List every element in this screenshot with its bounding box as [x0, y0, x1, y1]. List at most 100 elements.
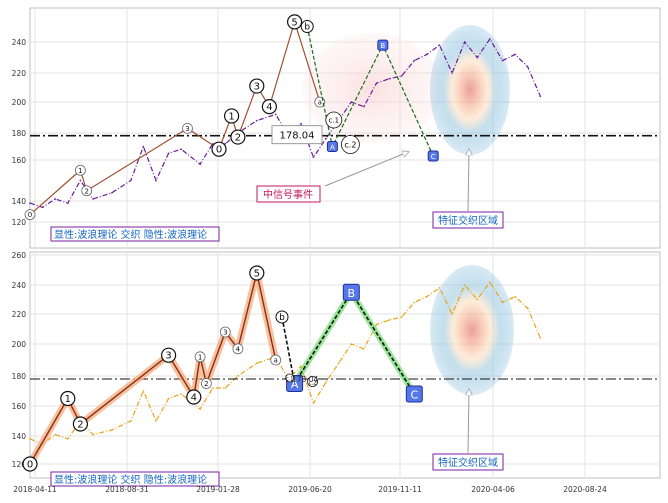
price-point	[155, 179, 157, 182]
price-point	[539, 95, 542, 97]
price-point	[539, 337, 542, 339]
projection-box-label: C	[431, 153, 436, 161]
wave-c1-label: c.1	[286, 377, 294, 383]
y-tick-label: 200	[12, 340, 27, 349]
price-point	[211, 387, 214, 389]
wave-point-label: 2	[84, 187, 88, 195]
projection-box-label: B	[348, 287, 356, 300]
zone-label-box	[432, 211, 504, 229]
price-point	[514, 295, 516, 298]
price-point	[363, 105, 365, 108]
wave-b-label: b	[304, 23, 310, 33]
price-point	[375, 82, 378, 84]
price-point	[438, 287, 441, 289]
wave-c2-label: c.2	[309, 381, 317, 387]
price-point	[224, 143, 227, 145]
price-point	[388, 78, 390, 80]
wave-point-label: 5	[291, 17, 297, 28]
y-tick-label: 160	[12, 156, 27, 165]
price-point	[155, 420, 157, 422]
projection-box-label: A	[291, 378, 299, 391]
wave-point-label: 1	[78, 167, 82, 175]
wave-point-label: 2	[204, 380, 208, 388]
wave-point-marker	[161, 347, 177, 363]
y-tick-label: 180	[12, 129, 27, 138]
signal-label-box	[256, 185, 321, 203]
zone-label: 特征交织区域	[438, 214, 498, 227]
price-point	[92, 433, 94, 436]
projection-box-label: B	[380, 42, 385, 50]
price-point	[142, 390, 145, 392]
wave-point-marker	[287, 14, 303, 30]
price-point	[41, 206, 44, 209]
wave-point-label: a	[318, 99, 322, 107]
price-point	[274, 113, 277, 116]
price-point	[350, 343, 353, 345]
wave-point-marker	[182, 122, 193, 134]
legend-text: 显性:波浪理论 交织 隐性:波浪理论	[54, 473, 207, 486]
price-point	[375, 323, 378, 326]
wave-point-label: 1	[198, 353, 202, 361]
projection-box-marker	[427, 150, 439, 162]
price-point	[463, 284, 466, 286]
wave-point-marker	[194, 351, 206, 363]
price-point	[363, 348, 365, 350]
price-point	[501, 59, 504, 62]
price-point	[167, 397, 170, 400]
wave-point-marker	[230, 129, 246, 145]
projection-box-marker	[326, 141, 338, 152]
x-tick-label: 2020-04-06	[471, 485, 515, 494]
price-point	[489, 38, 491, 40]
wave-point-label: 3	[254, 82, 260, 93]
wave-point-marker	[22, 456, 38, 472]
legend-box	[50, 226, 220, 242]
wave-b-label: b	[279, 313, 285, 323]
wave-c1-marker	[325, 111, 343, 129]
price-point	[526, 66, 529, 68]
wave-point-label: 2	[235, 133, 241, 144]
projection-box-label: C	[410, 389, 418, 402]
x-tick-label: 2018-08-31	[105, 485, 149, 494]
wave-c2-marker	[307, 376, 319, 387]
price-point	[54, 198, 56, 200]
price-point	[413, 301, 416, 304]
wave-point-label: 4	[266, 102, 272, 113]
wave-point-marker	[60, 390, 76, 407]
feature-zone-ellipse	[430, 265, 514, 395]
price-point	[426, 53, 428, 56]
wave-point-marker	[75, 164, 86, 176]
wave-point-marker	[24, 209, 36, 221]
price-point	[199, 408, 201, 410]
projection-box-marker	[377, 39, 389, 51]
wave-point-marker	[249, 78, 265, 94]
price-point	[426, 295, 428, 298]
wave-point-label: 1	[228, 111, 234, 122]
price-point	[111, 192, 113, 194]
wave-b-marker	[300, 20, 314, 33]
price-point	[180, 393, 182, 395]
wave-b-marker	[275, 310, 289, 324]
price-series-line	[29, 37, 541, 208]
wave-point-label: 3	[165, 351, 171, 362]
price-point	[111, 429, 113, 431]
signal-event-label: 中信号事件	[263, 188, 313, 201]
price-point	[237, 375, 239, 377]
price-point	[255, 362, 258, 365]
price-point	[300, 365, 302, 368]
price-point	[463, 41, 466, 43]
price-point	[400, 316, 403, 318]
y-tick-label: 180	[12, 372, 27, 381]
x-tick-label: 2019-11-11	[378, 485, 422, 494]
wave-point-marker	[200, 378, 212, 389]
y-tick-label: 160	[12, 402, 27, 411]
x-tick-label: 2020-08-24	[563, 485, 607, 494]
price-point	[255, 119, 258, 122]
price-point	[337, 362, 340, 365]
feature-zone-ellipse	[430, 25, 510, 155]
y-tick-label: 260	[12, 251, 27, 260]
price-point	[476, 298, 479, 301]
zone-arrow	[468, 150, 469, 212]
price-point	[29, 202, 31, 204]
wave-point-marker	[224, 108, 240, 124]
y-tick-label: 220	[12, 69, 27, 78]
